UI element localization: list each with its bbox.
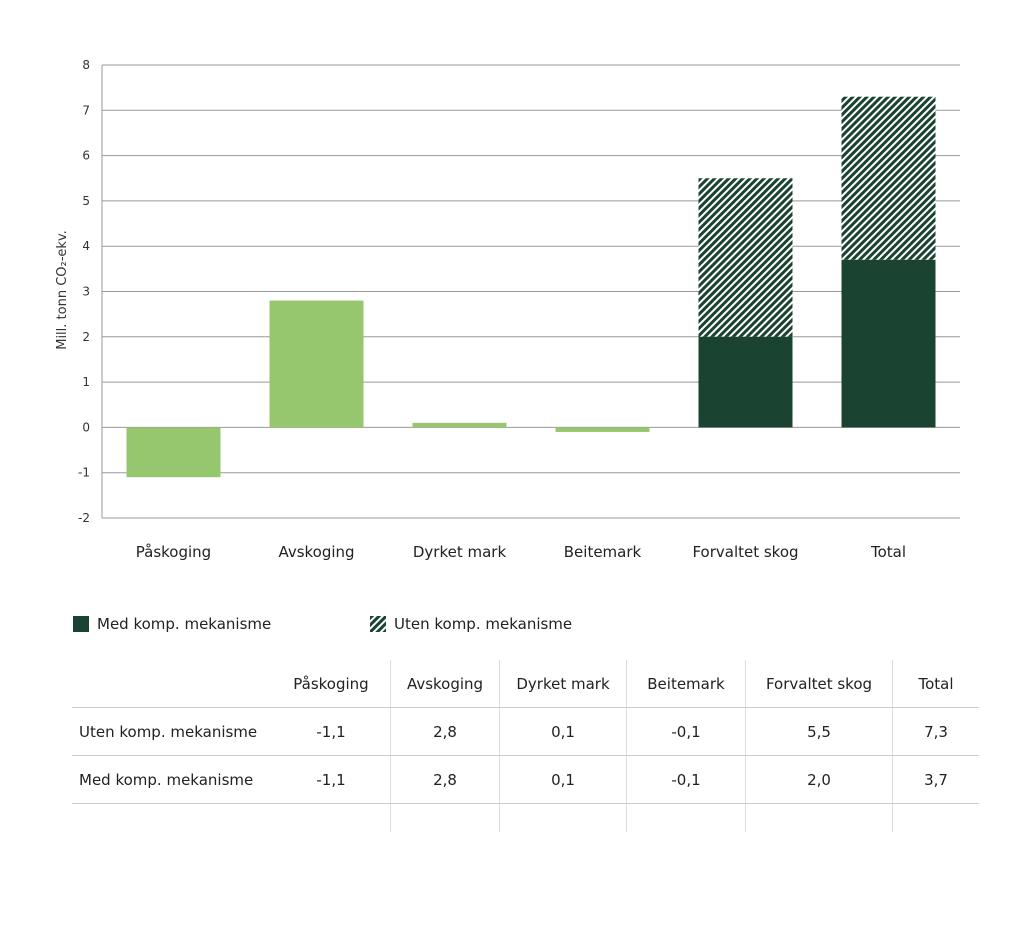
y-tick-label: 0 bbox=[82, 420, 90, 434]
cell: 0,1 bbox=[499, 755, 627, 804]
bar-uten-4 bbox=[698, 178, 793, 337]
bar-med-4 bbox=[698, 336, 793, 428]
header-cell: Dyrket mark bbox=[499, 660, 627, 708]
cell: 2,8 bbox=[390, 755, 500, 804]
cell: 7,3 bbox=[892, 707, 979, 756]
x-tick-label: Total bbox=[870, 543, 906, 561]
x-tick-label: Påskoging bbox=[136, 543, 211, 561]
header-cell: Total bbox=[892, 660, 979, 708]
x-tick-label: Dyrket mark bbox=[413, 543, 507, 561]
legend-item-uten: Uten komp. mekanisme bbox=[370, 615, 572, 633]
row-label: Uten komp. mekanisme bbox=[72, 707, 272, 756]
y-axis-label: Mill. tonn CO₂-ekv. bbox=[55, 230, 70, 350]
y-tick-label: -2 bbox=[78, 511, 90, 525]
legend-label: Uten komp. mekanisme bbox=[394, 615, 573, 633]
row-label: Med komp. mekanisme bbox=[72, 755, 272, 804]
table-header-row: Påskoging Avskoging Dyrket mark Beitemar… bbox=[72, 660, 979, 708]
header-cell bbox=[72, 660, 272, 708]
cell: 0,1 bbox=[499, 707, 627, 756]
legend-label: Med komp. mekanisme bbox=[97, 615, 272, 633]
bar-med-5 bbox=[841, 259, 936, 428]
bar-0 bbox=[126, 427, 221, 478]
x-tick-label: Forvaltet skog bbox=[692, 543, 798, 561]
y-tick-label: -1 bbox=[78, 466, 90, 480]
header-cell: Forvaltet skog bbox=[745, 660, 893, 708]
table-row: Uten komp. mekanisme -1,1 2,8 0,1 -0,1 5… bbox=[72, 707, 979, 756]
cell: -0,1 bbox=[626, 755, 746, 804]
bar-1 bbox=[269, 300, 364, 428]
y-tick-label: 6 bbox=[82, 149, 90, 163]
cell: 5,5 bbox=[745, 707, 893, 756]
bar-2 bbox=[412, 422, 507, 428]
bar-uten-5 bbox=[841, 96, 936, 260]
x-tick-label: Avskoging bbox=[278, 543, 354, 561]
y-tick-label: 1 bbox=[82, 375, 90, 389]
bar-chart: -2 -1 0 1 2 3 4 5 6 7 8 Påskoging Avskoging Dyrket ma… bbox=[55, 58, 960, 561]
header-cell: Påskoging bbox=[272, 660, 391, 708]
y-tick-label: 5 bbox=[82, 194, 90, 208]
y-tick-label: 2 bbox=[82, 330, 90, 344]
cell: -1,1 bbox=[272, 707, 391, 756]
data-table: Påskoging Avskoging Dyrket mark Beitemar… bbox=[72, 660, 979, 832]
cell: 3,7 bbox=[892, 755, 979, 804]
legend-swatch-hatched bbox=[370, 616, 386, 632]
bar-3 bbox=[555, 427, 650, 432]
legend-item-med: Med komp. mekanisme bbox=[73, 615, 271, 633]
y-tick-label: 7 bbox=[82, 103, 90, 117]
y-tick-label: 4 bbox=[82, 239, 90, 253]
table-row: Med komp. mekanisme -1,1 2,8 0,1 -0,1 2,… bbox=[72, 755, 979, 804]
header-cell: Beitemark bbox=[626, 660, 746, 708]
y-tick-label: 8 bbox=[82, 58, 90, 72]
cell: 2,8 bbox=[390, 707, 500, 756]
cell: -1,1 bbox=[272, 755, 391, 804]
x-tick-label: Beitemark bbox=[564, 543, 642, 561]
header-cell: Avskoging bbox=[390, 660, 500, 708]
legend-swatch-solid bbox=[73, 616, 89, 632]
cell: -0,1 bbox=[626, 707, 746, 756]
y-tick-label: 3 bbox=[82, 285, 90, 299]
cell: 2,0 bbox=[745, 755, 893, 804]
